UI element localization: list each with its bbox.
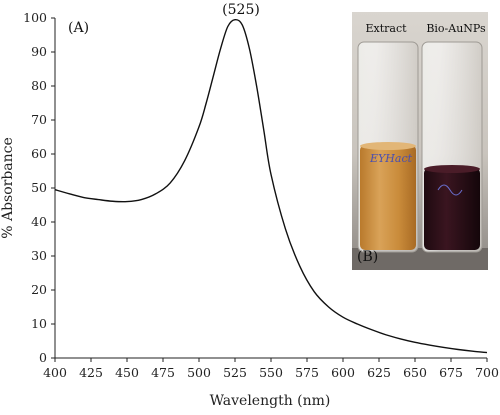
absorbance-series-line [54,18,488,354]
extract-handwriting: EYHact [369,152,413,165]
y-tick-label: 70 [31,112,47,127]
x-tick-label: 500 [187,365,211,380]
y-tick-label: 40 [31,214,47,229]
y-tick-label: 30 [31,248,47,263]
y-tick-label: 10 [31,316,47,331]
x-ticks: 400 425 450 475 500 525 550 575 600 625 650 675 700 [43,358,499,380]
y-tick-label: 100 [23,10,47,25]
y-tick-label: 80 [31,78,47,93]
aunps-meniscus [424,165,480,173]
y-tick-label: 90 [31,44,47,59]
panel-label-b: (B) [357,249,378,265]
x-tick-label: 475 [151,365,175,380]
inset-photo: EYHact Extract Bio-AuNPs (B) [352,12,488,270]
x-tick-label: 650 [403,365,427,380]
x-axis-title: Wavelength (nm) [210,393,331,409]
y-axis-title: % Absorbance [0,137,16,239]
x-tick-label: 400 [43,365,67,380]
x-tick-label: 525 [223,365,247,380]
vial-label-extract: Extract [365,22,407,35]
aunps-handwriting [437,184,463,196]
y-ticks: 0 10 20 30 40 50 60 70 80 90 100 [23,10,55,365]
aunps-liquid [424,168,480,250]
extract-meniscus [360,142,416,150]
x-tick-label: 575 [295,365,319,380]
panel-label-a: (A) [68,20,89,36]
y-tick-label: 0 [39,350,47,365]
y-tick-label: 20 [31,282,47,297]
x-tick-label: 700 [475,365,499,380]
x-tick-label: 425 [79,365,103,380]
x-tick-label: 675 [439,365,463,380]
x-tick-label: 550 [259,365,283,380]
extract-liquid [360,145,416,250]
vial-label-bio-aunps: Bio-AuNPs [426,22,486,35]
x-tick-label: 450 [115,365,139,380]
y-tick-label: 50 [31,180,47,195]
x-tick-label: 625 [367,365,391,380]
inset-floor [352,248,488,270]
x-tick-label: 600 [331,365,355,380]
y-tick-label: 60 [31,146,47,161]
peak-label: (525) [222,2,260,18]
